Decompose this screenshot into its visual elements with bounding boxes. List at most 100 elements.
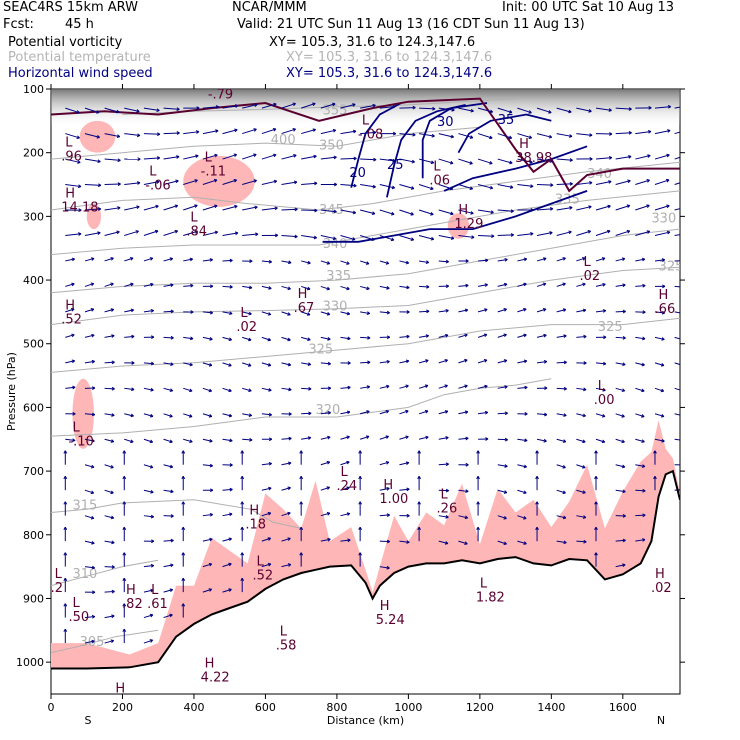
wind-vector [104,158,121,161]
wind-vector-head [110,515,115,520]
theta-contour-label: 325 [598,320,623,335]
wind-vector-head [464,541,468,545]
wind-vector-head [189,257,194,262]
y-axis-label: Pressure (hPa) [5,352,18,431]
wind-vector-head [151,335,155,340]
wind-vector [320,512,330,517]
wind-vector [399,436,409,440]
wind-vector-head [346,512,351,516]
wind-vector-head [76,135,80,140]
wind-vector-head [268,259,272,264]
wind-vector [536,257,547,262]
wind-vector-head [430,236,435,241]
wind-vector [360,311,370,315]
wind-vector-head [542,282,547,287]
wind-vector [556,183,573,186]
wind-vector [438,234,455,240]
wind-vector-head [288,412,292,416]
wind-vector [399,462,409,466]
wind-vector-head [430,160,435,165]
pv-extremum-marker: H [458,203,468,218]
wind-vector [202,413,212,417]
theta-contour-label: 330 [651,212,676,227]
wind-vector-head [111,540,115,545]
wind-vector [595,413,606,417]
wind-vector-head [292,102,296,107]
wind-vector-head [351,237,356,241]
wind-vector [340,386,351,389]
wind-vector [143,413,154,417]
wind-vector-head [292,128,297,132]
wind-vector-head [508,135,513,140]
wind-vector [84,133,100,138]
wind-vector [65,184,81,188]
wind-vector-head [530,232,534,236]
wind-vector [281,336,291,341]
wind-vector-head [372,103,376,108]
wind-vector-head [136,205,140,210]
wind-vector-head [181,552,186,556]
wind-vector [222,563,232,568]
wind-vector [635,413,645,418]
wind-vector-head [234,128,238,133]
wind-vector-head [92,590,96,595]
wind-vector [635,230,650,236]
wind-vector-head [268,286,272,290]
wind-vector-head [484,308,488,312]
wind-vector [320,411,331,415]
wind-vector-head [111,589,115,594]
wind-vector-head [529,160,533,164]
wind-vector [143,614,154,619]
wind-vector-head [170,514,174,518]
wind-vector [301,234,317,239]
wind-vector-head [445,515,449,519]
wind-vector-head [391,211,395,216]
wind-vector-head [562,257,566,261]
wind-vector-head [156,156,161,160]
wind-vector-head [569,158,573,162]
wind-vector-head [71,307,75,312]
wind-vector-head [504,411,508,416]
wind-vector [576,257,586,262]
wind-vector-head [489,161,493,165]
wind-vector-head [503,333,507,338]
wind-vector-head [228,363,232,367]
wind-vector [261,563,272,568]
wind-vector [104,257,114,262]
wind-vector [320,234,336,240]
wind-vector-head [464,384,468,389]
pv-extremum-value: .18 [245,517,266,532]
wind-vector [419,310,430,313]
wind-vector [497,209,514,212]
field-pv-xy: XY= 105.3, 31.6 to 124.3,147.6 [269,35,476,50]
wind-vector-head [626,204,631,208]
wind-vector [104,133,120,138]
wind-vector-head [653,450,657,454]
pv-extremum-value: 14.18 [61,200,98,215]
wind-vector [320,103,336,109]
wind-vector [202,259,213,262]
wind-vector-head [149,464,154,469]
theta-contour-label: 310 [72,567,97,582]
wind-vector [399,260,409,264]
wind-vector-head [594,501,598,505]
wind-vector-head [451,107,455,112]
wind-vector [556,515,567,519]
wind-vector-head [681,389,684,392]
wind-vector [399,158,415,163]
wind-vector-head [524,412,528,416]
wind-vector [84,107,100,114]
wind-vector-head [686,179,689,182]
pv-extremum-value: .02 [236,320,257,335]
wind-vector [261,487,272,491]
wind-vector [143,362,154,365]
wind-vector-head [686,154,689,157]
wind-vector [261,362,271,366]
wind-vector [301,285,311,290]
wind-vector [143,133,160,135]
wind-vector-head [406,513,410,518]
wind-vector [163,310,174,313]
wind-vector-head [489,135,493,140]
y-tick-label: 600 [23,401,44,414]
wind-vector [674,311,680,314]
